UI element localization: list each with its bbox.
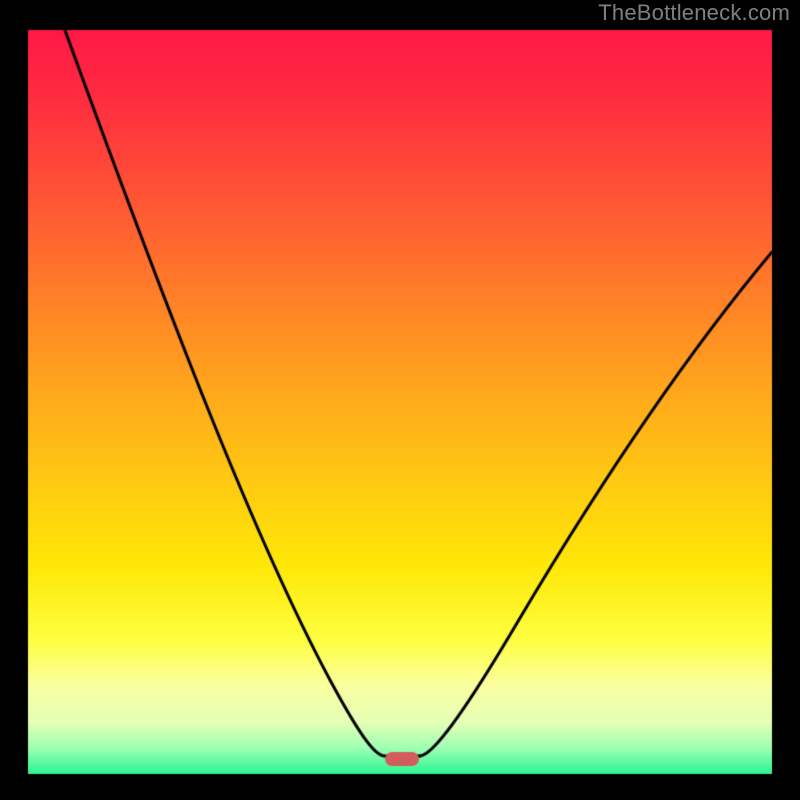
watermark-text: TheBottleneck.com xyxy=(598,0,790,26)
bottleneck-curve xyxy=(0,0,800,800)
bottleneck-chart: TheBottleneck.com xyxy=(0,0,800,800)
